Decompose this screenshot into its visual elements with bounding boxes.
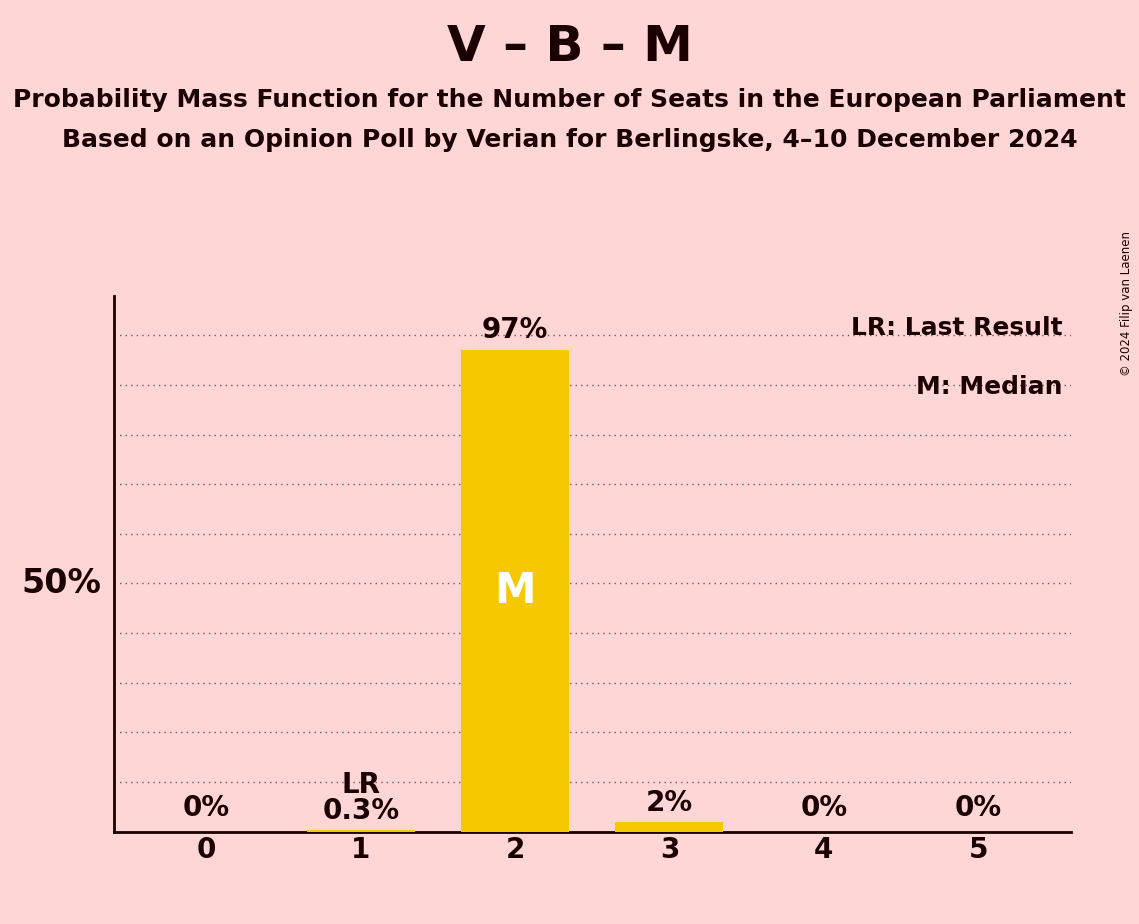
- Text: 2%: 2%: [646, 789, 693, 817]
- Text: 50%: 50%: [22, 567, 101, 600]
- Text: 97%: 97%: [482, 316, 548, 345]
- Text: LR: LR: [342, 772, 380, 799]
- Bar: [461, 350, 570, 832]
- Text: Probability Mass Function for the Number of Seats in the European Parliament: Probability Mass Function for the Number…: [13, 88, 1126, 112]
- Text: 0%: 0%: [183, 794, 230, 821]
- Text: M: Median: M: Median: [917, 375, 1063, 399]
- Text: V – B – M: V – B – M: [446, 23, 693, 71]
- Bar: [306, 830, 415, 832]
- Text: LR: Last Result: LR: Last Result: [851, 315, 1063, 339]
- Bar: [615, 821, 723, 832]
- Text: 0%: 0%: [954, 794, 1001, 821]
- Text: 0%: 0%: [801, 794, 847, 821]
- Text: 0.3%: 0.3%: [322, 797, 400, 825]
- Text: Based on an Opinion Poll by Verian for Berlingske, 4–10 December 2024: Based on an Opinion Poll by Verian for B…: [62, 128, 1077, 152]
- Text: © 2024 Filip van Laenen: © 2024 Filip van Laenen: [1121, 231, 1133, 376]
- Text: M: M: [494, 570, 535, 612]
